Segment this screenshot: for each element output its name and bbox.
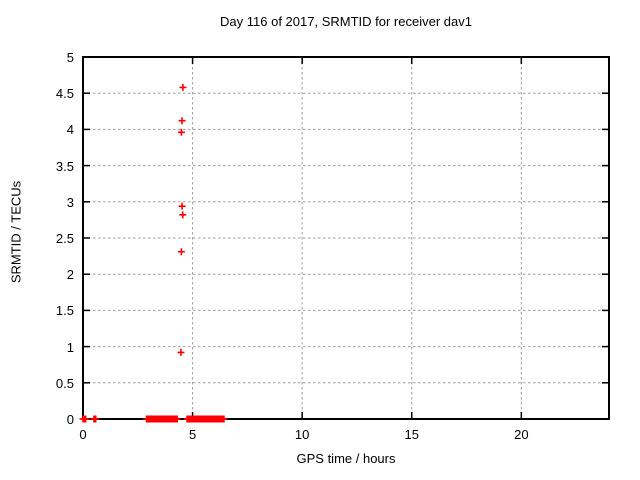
data-point-marker (82, 415, 90, 423)
data-point-marker (177, 128, 185, 136)
data-point-marker (177, 348, 185, 356)
data-point-marker (179, 83, 187, 91)
data-point-marker (220, 415, 228, 423)
x-tick-label: 20 (514, 427, 529, 442)
x-tick-label: 15 (404, 427, 419, 442)
y-tick-label: 2.5 (55, 231, 74, 246)
x-tick-label: 0 (79, 427, 87, 442)
y-tick-label: 0.5 (55, 375, 74, 391)
data-point-marker (92, 415, 100, 423)
data-point-marker (177, 248, 185, 256)
data-point-marker (178, 117, 186, 125)
data-point-marker (178, 202, 186, 210)
y-tick-label: 0 (66, 412, 74, 427)
x-tick-label: 10 (294, 427, 310, 442)
y-tick-label: 1 (66, 339, 74, 355)
y-tick-label: 4 (66, 122, 74, 138)
y-tick-label: 3.5 (55, 158, 74, 174)
data-point-marker (173, 415, 181, 423)
chart-title: Day 116 of 2017, SRMTID for receiver dav… (220, 14, 472, 29)
y-tick-label: 2 (66, 267, 74, 283)
x-axis-label: GPS time / hours (296, 451, 396, 466)
y-tick-label: 4.5 (55, 86, 74, 102)
y-tick-label: 1.5 (55, 303, 74, 319)
x-tick-label: 5 (188, 427, 197, 442)
data-point-marker (179, 211, 187, 219)
y-tick-label: 5 (66, 50, 74, 65)
y-tick-label: 3 (66, 194, 74, 210)
